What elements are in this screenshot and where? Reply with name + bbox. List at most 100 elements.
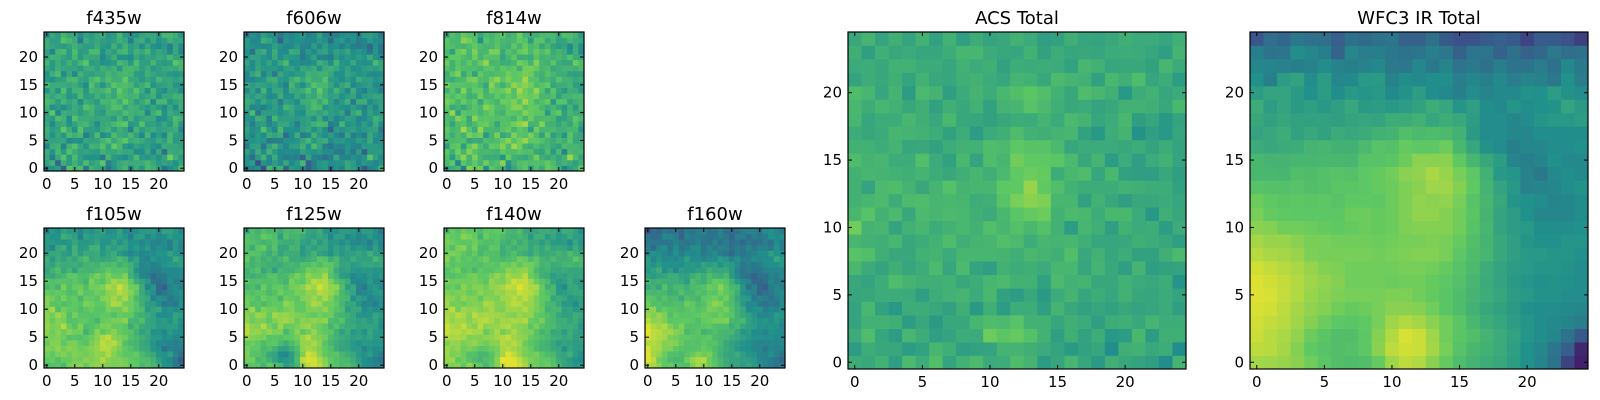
heatmap-cell xyxy=(305,159,312,166)
heatmap-cell xyxy=(528,233,534,240)
heatmap-cell xyxy=(729,317,735,324)
heatmap-cell xyxy=(567,109,574,116)
y-tick-label: 15 xyxy=(19,272,38,290)
panel-title: f140w xyxy=(486,204,541,225)
heatmap-cell xyxy=(172,267,179,274)
heatmap-cell xyxy=(455,59,462,66)
heatmap-cell xyxy=(167,65,174,72)
heatmap-cell xyxy=(875,234,889,249)
heatmap-cell xyxy=(460,115,467,122)
heatmap-cell xyxy=(161,345,168,352)
heatmap-cell xyxy=(266,250,273,257)
heatmap-cell xyxy=(255,137,262,144)
heatmap-cell xyxy=(650,284,657,290)
heatmap-cell xyxy=(723,244,730,251)
heatmap-cell xyxy=(516,132,523,138)
heatmap-cell xyxy=(460,306,467,313)
heatmap-cell xyxy=(139,345,146,352)
heatmap-cell xyxy=(305,154,312,161)
heatmap-cell xyxy=(139,317,146,324)
heatmap-cell xyxy=(172,244,179,251)
heatmap-cell xyxy=(49,289,56,296)
heatmap-cell xyxy=(561,239,568,246)
heatmap-cell xyxy=(122,76,129,83)
heatmap-cell xyxy=(350,76,357,83)
heatmap-cell xyxy=(372,76,379,83)
heatmap-cell xyxy=(472,154,478,161)
heatmap-cell xyxy=(712,317,719,324)
heatmap-cell xyxy=(561,37,568,44)
heatmap-cell xyxy=(305,48,312,55)
heatmap-cell xyxy=(167,137,174,144)
heatmap-cell xyxy=(455,228,462,234)
heatmap-cell xyxy=(734,272,741,279)
heatmap-cell xyxy=(956,166,971,181)
heatmap-cell xyxy=(288,98,295,105)
heatmap-cell xyxy=(94,115,101,122)
heatmap-cell xyxy=(339,132,346,138)
heatmap-cell xyxy=(339,82,346,88)
heatmap-cell xyxy=(516,345,523,352)
heatmap-cell xyxy=(561,356,568,363)
heatmap-cell xyxy=(328,76,334,83)
heatmap-cell xyxy=(255,233,262,240)
heatmap-cell xyxy=(1172,355,1187,370)
heatmap-cell xyxy=(156,159,162,166)
panel-title: f814w xyxy=(486,8,541,29)
heatmap-cell xyxy=(762,228,769,234)
heatmap-cell xyxy=(1010,193,1025,208)
heatmap-cell xyxy=(567,159,574,166)
heatmap-cell xyxy=(328,244,334,251)
heatmap-cell xyxy=(550,82,557,88)
heatmap-cell xyxy=(712,228,719,234)
heatmap-cell xyxy=(116,37,123,44)
heatmap-cell xyxy=(516,244,523,251)
heatmap-cell xyxy=(372,356,379,363)
heatmap-cell xyxy=(367,120,374,127)
heatmap-cell xyxy=(528,154,534,161)
heatmap-cell xyxy=(128,59,134,66)
heatmap-cell xyxy=(328,93,334,100)
heatmap-cell xyxy=(378,261,385,268)
heatmap-cell xyxy=(161,312,168,318)
heatmap-cell xyxy=(255,362,262,369)
heatmap-cell xyxy=(1023,315,1038,329)
heatmap-cell xyxy=(244,267,250,274)
heatmap-cell xyxy=(483,76,490,83)
heatmap-cell xyxy=(94,137,101,144)
heatmap-cell xyxy=(116,278,123,285)
heatmap-cell xyxy=(701,295,707,302)
heatmap-cell xyxy=(539,82,546,88)
heatmap-cell xyxy=(116,284,123,290)
heatmap-cell xyxy=(105,244,112,251)
heatmap-cell xyxy=(717,362,724,369)
heatmap-cell xyxy=(167,82,174,88)
heatmap-cell xyxy=(516,148,523,155)
heatmap-cell xyxy=(356,272,362,279)
heatmap-cell xyxy=(706,239,713,246)
heatmap-cell xyxy=(556,104,562,111)
heatmap-cell xyxy=(277,323,284,330)
heatmap-cell xyxy=(729,261,735,268)
heatmap-cell xyxy=(266,32,273,38)
heatmap-cell xyxy=(133,109,140,116)
heatmap-cell xyxy=(372,323,379,330)
heatmap-cell xyxy=(44,233,50,240)
heatmap-cell xyxy=(44,261,50,268)
heatmap-cell xyxy=(111,132,118,138)
heatmap-cell xyxy=(311,104,318,111)
heatmap-cell xyxy=(706,306,713,313)
heatmap-cell xyxy=(344,82,351,88)
heatmap-cell xyxy=(161,70,168,77)
heatmap-cell xyxy=(367,300,374,307)
heatmap-cell xyxy=(105,250,112,257)
heatmap-cell xyxy=(661,356,668,363)
heatmap-cell xyxy=(466,165,473,172)
heatmap-cell xyxy=(567,278,574,285)
heatmap-cell xyxy=(83,228,90,234)
heatmap-cell xyxy=(361,82,368,88)
heatmap-cell xyxy=(167,32,174,38)
heatmap-cell xyxy=(996,342,1011,356)
heatmap-cell xyxy=(150,32,157,38)
heatmap-cell xyxy=(488,148,495,155)
